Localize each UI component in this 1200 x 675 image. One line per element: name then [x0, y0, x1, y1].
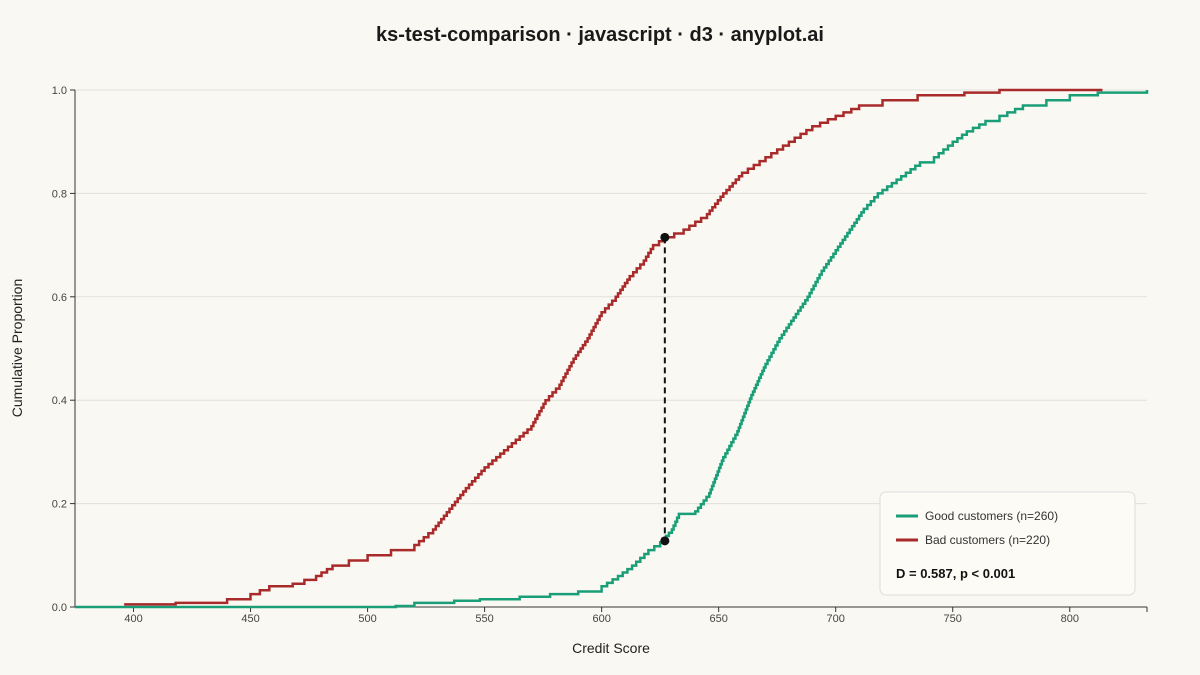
series-lines: [75, 88, 1149, 609]
x-tick-label: 500: [358, 613, 376, 625]
x-tick-label: 650: [709, 613, 727, 625]
x-tick-label: 750: [944, 613, 962, 625]
good-customers-ecdf-line: [75, 90, 1149, 609]
y-tick-label: 0.2: [52, 499, 67, 511]
ks-statistic-marker: [660, 232, 670, 546]
legend-box: [879, 491, 1136, 596]
x-axis-label: Credit Score: [572, 640, 650, 656]
ks-statistic-annotation: D = 0.587, p < 0.001: [896, 566, 1015, 581]
ks-point-bad: [660, 232, 670, 242]
y-tick-label: 0.4: [52, 395, 67, 407]
legend: Good customers (n=260) Bad customers (n=2…: [879, 491, 1136, 596]
x-tick-label: 800: [1061, 613, 1079, 625]
x-tick-label: 450: [241, 613, 259, 625]
y-tick-label: 0.6: [52, 292, 67, 304]
x-tick-label: 600: [592, 613, 610, 625]
y-tick-label: 1.0: [52, 85, 67, 97]
legend-label: Good customers (n=260): [925, 509, 1058, 523]
y-axis-label: Cumulative Proportion: [9, 279, 25, 418]
bad-customers-ecdf-line: [124, 88, 1103, 606]
x-tick-label: 700: [827, 613, 845, 625]
x-tick-label: 550: [475, 613, 493, 625]
legend-label: Bad customers (n=220): [925, 533, 1050, 547]
y-tick-label: 0.8: [52, 188, 67, 200]
x-tick-label: 400: [124, 613, 142, 625]
ks-point-good: [660, 536, 670, 546]
y-tick-label: 0.0: [52, 602, 67, 614]
chart-title: ks-test-comparison · javascript · d3 · a…: [376, 24, 824, 46]
